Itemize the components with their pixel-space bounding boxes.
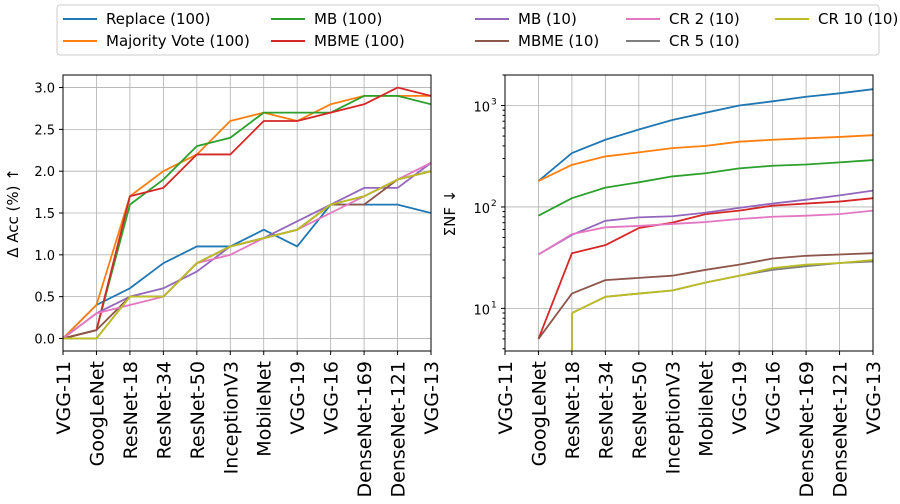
x-tick-label: GoogLeNet xyxy=(528,361,550,466)
x-tick-label: VGG-19 xyxy=(287,361,309,434)
series-line-mb-100 xyxy=(538,159,873,217)
x-tick-label: ResNet-50 xyxy=(629,361,651,459)
x-tick-label: DenseNet-121 xyxy=(830,361,852,497)
y-tick-label: 0.5 xyxy=(34,291,55,306)
y-tick-exponent: 3 xyxy=(491,98,497,108)
y-tick-label: 1.5 xyxy=(34,207,55,222)
legend-frame xyxy=(56,4,880,56)
legend-label: MBME (100) xyxy=(314,32,405,50)
y-tick-exponent: 1 xyxy=(491,300,497,310)
series-line-mbme-10 xyxy=(537,252,873,340)
y-tick-label: 0.0 xyxy=(34,332,55,347)
legend-item-mb-100: MB (100) xyxy=(271,10,382,28)
series-line-cr-2-10 xyxy=(537,209,873,256)
series-line-mb-100 xyxy=(63,95,431,340)
right-chart-nf: VGG-11 GoogLeNet ResNet-18 ResNet-34 ResNet-… xyxy=(441,74,885,497)
series-line-cr-10-10 xyxy=(63,170,431,340)
y-tick-label: 3.0 xyxy=(34,82,55,97)
y-tick-base: 10 xyxy=(473,101,490,116)
legend-item-majority-vote-100: Majority Vote (100) xyxy=(63,32,250,50)
x-tick-label: ResNet-34 xyxy=(153,361,175,459)
x-tick-label: DenseNet-169 xyxy=(354,361,376,497)
axis-frame xyxy=(62,74,432,352)
y-tick-label: 2.5 xyxy=(34,123,55,138)
series-line-replace-100 xyxy=(537,88,873,182)
legend-label: CR 10 (10) xyxy=(818,10,898,28)
y-tick-label: 1.0 xyxy=(34,249,55,264)
legend-label: MB (100) xyxy=(314,10,382,28)
x-tick-label: VGG-13 xyxy=(421,361,443,434)
y-axis-label: Δ Acc (%) ↑ xyxy=(4,168,22,258)
x-tick-label: ResNet-50 xyxy=(187,361,209,459)
x-tick-label: ResNet-34 xyxy=(595,361,617,459)
legend-item-mbme-100: MBME (100) xyxy=(271,32,405,50)
x-tick-label: VGG-16 xyxy=(321,361,343,434)
series-line-cr-10-10 xyxy=(571,259,873,314)
legend: Replace (100) Majority Vote (100) MB (100)… xyxy=(56,4,898,56)
x-tick-label: DenseNet-169 xyxy=(796,361,818,497)
legend-item-cr-2-10: CR 2 (10) xyxy=(626,10,740,28)
y-tick-base: 10 xyxy=(473,303,490,318)
x-tick-label: InceptionV3 xyxy=(662,361,684,474)
legend-item-replace-100: Replace (100) xyxy=(63,10,210,28)
legend-label: CR 2 (10) xyxy=(669,10,740,28)
legend-label: MBME (10) xyxy=(518,32,599,50)
y-axis-label: ΣNF ↓ xyxy=(441,190,459,237)
x-tick-label: VGG-11 xyxy=(53,361,75,434)
legend-label: CR 5 (10) xyxy=(669,32,740,50)
x-tick-label: VGG-11 xyxy=(495,361,517,434)
x-tick-label: MobileNet xyxy=(696,361,718,457)
y-tick-label: 10 3 xyxy=(473,98,496,116)
series-line-mb-10 xyxy=(537,189,873,256)
series-line-replace-100 xyxy=(63,203,431,340)
x-tick-label: VGG-16 xyxy=(763,361,785,434)
axis-frame xyxy=(504,74,874,352)
x-tick-label: DenseNet-121 xyxy=(388,361,410,497)
x-tick-label: VGG-19 xyxy=(729,361,751,434)
left-chart-accuracy: VGG-11 GoogLeNet ResNet-18 ResNet-34 ResNet-… xyxy=(4,74,443,497)
x-tick-label: VGG-13 xyxy=(863,361,885,434)
y-tick-label: 10 1 xyxy=(473,300,496,318)
y-tick-label: 10 2 xyxy=(473,199,496,217)
series-group xyxy=(63,86,431,340)
y-tick-base: 10 xyxy=(473,202,490,217)
x-tick-label: MobileNet xyxy=(254,361,276,457)
series-line-mbme-100 xyxy=(63,86,431,340)
x-tick-label: InceptionV3 xyxy=(220,361,242,474)
series-line-mbme-100 xyxy=(537,197,873,340)
series-line-majority-vote-100 xyxy=(538,134,873,182)
legend-label: Replace (100) xyxy=(106,10,210,28)
x-tick-label: ResNet-18 xyxy=(120,361,142,459)
x-tick-label: GoogLeNet xyxy=(86,361,108,466)
y-tick-exponent: 2 xyxy=(491,199,497,209)
legend-item-cr-10-10: CR 10 (10) xyxy=(775,10,898,28)
series-line-cr-5-10 xyxy=(571,260,873,314)
legend-item-mbme-10: MBME (10) xyxy=(475,32,599,50)
legend-item-mb-10: MB (10) xyxy=(475,10,577,28)
series-group xyxy=(537,88,873,351)
legend-label: MB (10) xyxy=(518,10,577,28)
y-tick-label: 2.0 xyxy=(34,165,55,180)
legend-item-cr-5-10: CR 5 (10) xyxy=(626,32,740,50)
x-tick-label: ResNet-18 xyxy=(562,361,584,459)
legend-label: Majority Vote (100) xyxy=(106,32,250,50)
